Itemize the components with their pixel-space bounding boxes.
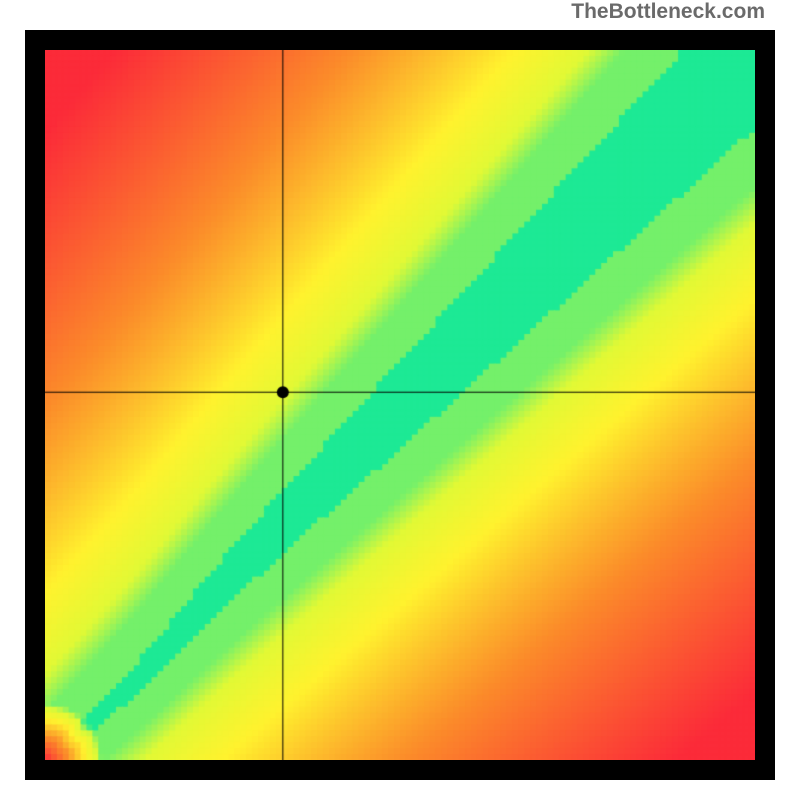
attribution-text: TheBottleneck.com bbox=[571, 0, 765, 24]
chart-container: TheBottleneck.com bbox=[0, 0, 800, 800]
heatmap-canvas bbox=[45, 50, 755, 760]
chart-frame bbox=[25, 30, 775, 780]
